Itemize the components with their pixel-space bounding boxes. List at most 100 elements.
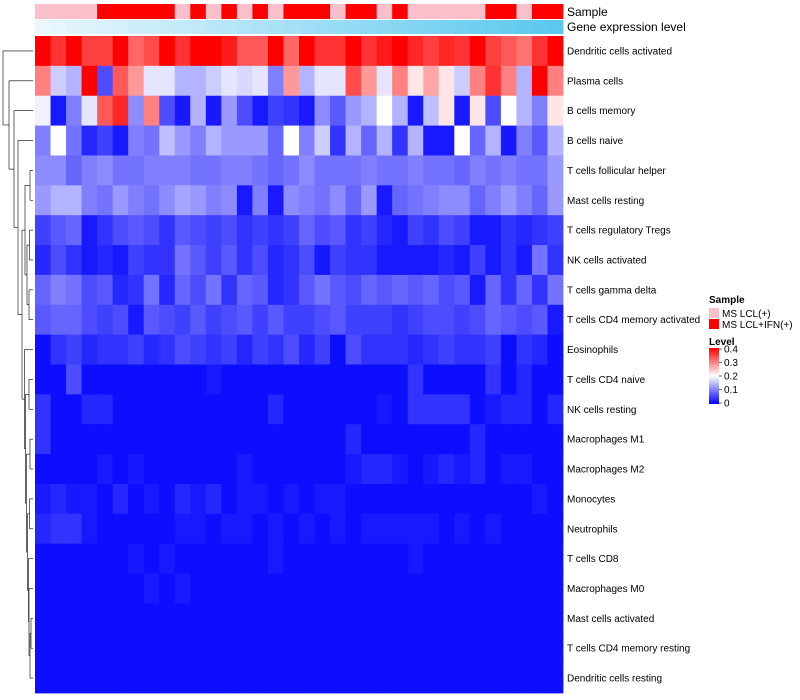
heatmap-cell [128, 603, 145, 634]
heatmap-cell [35, 364, 51, 395]
heatmap-cell [66, 603, 82, 634]
legend-sample-title: Sample [709, 295, 745, 306]
legend-swatch-ms-lcl-ifn [709, 319, 719, 329]
heatmap-cell [407, 364, 424, 395]
heatmap-cell [236, 95, 253, 126]
heatmap-cell [547, 36, 564, 67]
heatmap-cell [500, 36, 517, 67]
heatmap-cell [35, 483, 51, 515]
heatmap-cell [376, 95, 393, 126]
heatmap-cell [112, 125, 129, 156]
heatmap-cell [159, 95, 176, 126]
heatmap-cell [81, 633, 98, 664]
heatmap-cell [330, 543, 346, 574]
heatmap-cell [531, 36, 548, 67]
heatmap-cell [81, 573, 98, 604]
heatmap-cell [205, 454, 222, 485]
heatmap-cell [159, 513, 176, 545]
heatmap-cell [174, 513, 191, 545]
row-label: Monocytes [567, 494, 615, 505]
heatmap-cell [221, 364, 238, 395]
heatmap-cell [516, 573, 533, 604]
heatmap-cell [267, 245, 284, 276]
heatmap-cell [143, 394, 160, 425]
sample-annotation-cell [97, 4, 114, 19]
heatmap-cell [330, 394, 346, 425]
heatmap-cell [190, 65, 207, 97]
heatmap-cell [423, 424, 440, 455]
legend-level-colorbar [709, 348, 719, 404]
gene-level-cell [190, 20, 207, 34]
gene-annotation-label: Gene expression level [567, 20, 686, 34]
heatmap-cell [50, 334, 67, 365]
legend-tick-label: 0.4 [724, 345, 738, 356]
heatmap-cell [376, 304, 393, 336]
heatmap-cell [190, 334, 207, 365]
heatmap-cell [299, 185, 315, 216]
heatmap-cell [500, 663, 517, 694]
heatmap-cell [35, 543, 51, 574]
heatmap-cell [143, 155, 160, 186]
row-labels: Dendritic cells activated Plasma cells B c… [567, 46, 700, 684]
heatmap-cell [330, 304, 346, 336]
sample-annotation-cell [35, 4, 51, 19]
row-label: B cells naive [567, 136, 624, 147]
heatmap-cell [547, 215, 564, 246]
heatmap-cell [112, 663, 129, 694]
heatmap-cell [500, 245, 517, 276]
heatmap-cell [516, 364, 533, 395]
heatmap-cell [159, 663, 176, 694]
heatmap-cell [516, 215, 533, 246]
heatmap-cell [531, 155, 548, 186]
heatmap-cell [283, 513, 300, 545]
heatmap-cell [35, 454, 51, 485]
row-label: NK cells resting [567, 405, 636, 416]
heatmap-cell [407, 304, 424, 336]
heatmap-cell [81, 65, 98, 97]
heatmap-cell [81, 543, 98, 574]
row-label: Mast cells activated [567, 614, 654, 625]
heatmap-cell [174, 185, 191, 216]
heatmap-cell [423, 334, 440, 365]
heatmap-cell [174, 274, 191, 306]
heatmap-cell [66, 215, 82, 246]
heatmap-cell [112, 543, 129, 574]
heatmap-cell [454, 36, 471, 67]
heatmap-cell [66, 65, 82, 97]
heatmap-cell [299, 573, 315, 604]
sample-annotation-cell [236, 4, 253, 19]
heatmap-cell [174, 245, 191, 276]
heatmap-cell [407, 454, 424, 485]
heatmap-cell [205, 245, 222, 276]
row-label: Mast cells resting [567, 196, 644, 207]
heatmap-cell [314, 364, 331, 395]
heatmap-cell [423, 394, 440, 425]
heatmap-cell [500, 424, 517, 455]
sample-annotation-cell [159, 4, 176, 19]
heatmap-cell [205, 364, 222, 395]
sample-annotation-cell [66, 4, 82, 19]
heatmap-cell [485, 125, 502, 156]
heatmap-cell [531, 424, 548, 455]
heatmap-cell [190, 125, 207, 156]
heatmap-cell [143, 603, 160, 634]
heatmap-cell [407, 543, 424, 574]
heatmap-cell [376, 245, 393, 276]
heatmap-cell [174, 633, 191, 664]
heatmap-cell [252, 125, 269, 156]
heatmap-cell [314, 215, 331, 246]
row-dendrogram [2, 50, 33, 679]
heatmap-cell [469, 65, 486, 97]
heatmap-cell [267, 663, 284, 694]
heatmap-cell [190, 424, 207, 455]
heatmap-cell [252, 274, 269, 306]
heatmap-cell [469, 573, 486, 604]
heatmap-cell [392, 424, 409, 455]
heatmap-cell [159, 245, 176, 276]
heatmap-cell [236, 245, 253, 276]
heatmap-cell [376, 65, 393, 97]
heatmap-cell [97, 155, 114, 186]
gene-level-cell [35, 20, 51, 34]
heatmap-cell [66, 394, 82, 425]
heatmap-cell [128, 454, 145, 485]
